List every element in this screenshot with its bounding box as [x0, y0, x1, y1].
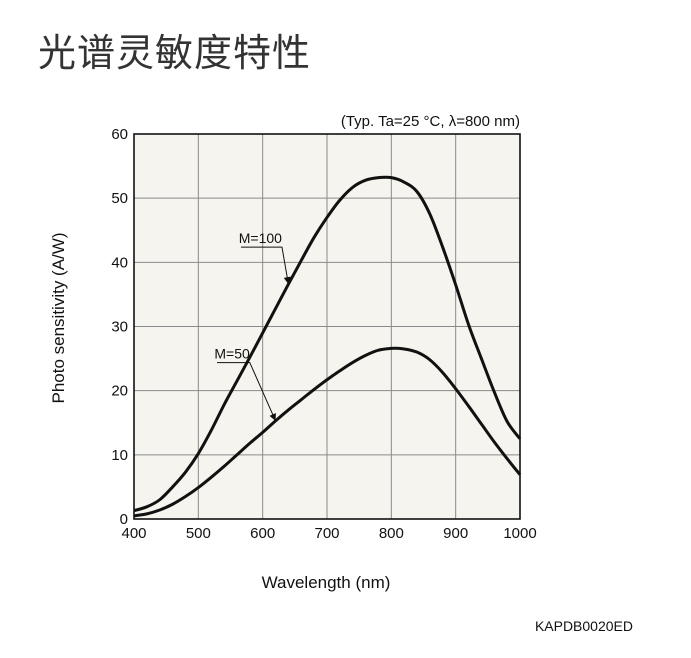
x-tick-label: 700 — [314, 525, 339, 542]
page-title: 光谱灵敏度特性 — [38, 31, 312, 75]
y-tick-label: 0 — [120, 511, 128, 528]
annotation-leader — [217, 362, 276, 422]
annotation-arrowhead — [283, 276, 291, 285]
chart-subtitle: (Typ. Ta=25 °C, λ=800 nm) — [341, 113, 520, 130]
annotation-label: M=50 — [214, 346, 250, 362]
x-tick-label: 500 — [186, 525, 211, 542]
y-tick-label: 60 — [111, 126, 128, 143]
series-line-m-100 — [133, 175, 522, 513]
figure-code: KAPDB0020ED — [534, 618, 633, 634]
y-tick-label: 20 — [111, 383, 128, 400]
y-tick-label: 30 — [111, 319, 128, 336]
plot-frame — [133, 133, 521, 520]
y-axis-title: Photo sensitivity (A/W) — [49, 233, 68, 404]
x-tick-label: 600 — [250, 525, 275, 542]
spectral-response-chart: M=100 M=50 400 500 600 700 800 900 1000 0 10 20 30 4… — [49, 113, 537, 592]
y-tick-label: 50 — [111, 190, 128, 207]
annotation-leader — [240, 246, 289, 285]
x-tick-label: 400 — [121, 525, 146, 542]
x-tick-label: 800 — [379, 525, 404, 542]
annotation-arrowhead — [269, 413, 276, 421]
x-tick-label: 900 — [443, 525, 468, 542]
x-axis-title: Wavelength (nm) — [262, 573, 391, 592]
series-line-m-50 — [133, 346, 522, 518]
annotation-label: M=100 — [239, 230, 282, 246]
x-tick-label: 1000 — [503, 525, 536, 542]
y-tick-label: 10 — [111, 447, 128, 464]
y-tick-label: 40 — [111, 254, 128, 271]
